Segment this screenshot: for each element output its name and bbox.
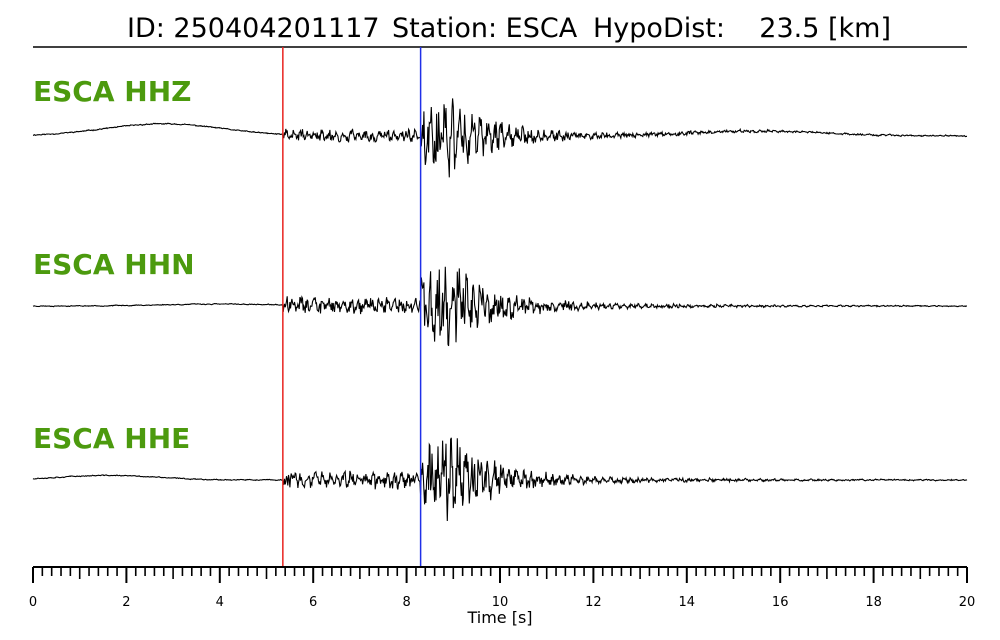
x-tick-label: 14 xyxy=(679,595,696,610)
trace-label-hhn: ESCA HHN xyxy=(33,248,195,281)
x-tick-label: 4 xyxy=(216,595,224,610)
title-id: ID: 250404201117 xyxy=(127,13,380,44)
x-tick-label: 10 xyxy=(492,595,509,610)
x-axis-ticks xyxy=(32,567,968,583)
title-station: Station: ESCA xyxy=(392,13,578,44)
x-tick-label: 16 xyxy=(772,595,789,610)
waveform-hhe xyxy=(32,437,968,522)
waveform-hhz xyxy=(32,98,968,178)
x-tick-label: 2 xyxy=(122,595,130,610)
x-tick-label: 8 xyxy=(402,595,410,610)
x-tick-label: 0 xyxy=(29,595,37,610)
x-axis-tick-labels: 0 2 4 6 8 10 12 14 16 18 20 xyxy=(29,595,975,610)
x-axis-label: Time [s] xyxy=(466,608,532,627)
x-tick-label: 12 xyxy=(585,595,602,610)
trace-label-hhz: ESCA HHZ xyxy=(33,75,191,108)
x-tick-label: 20 xyxy=(959,595,976,610)
x-tick-label: 18 xyxy=(865,595,882,610)
trace-label-hhe: ESCA HHE xyxy=(33,422,190,455)
waveform-hhn xyxy=(32,266,967,347)
x-tick-label: 6 xyxy=(309,595,317,610)
title-hypodist: HypoDist: 23.5 [km] xyxy=(593,13,891,44)
